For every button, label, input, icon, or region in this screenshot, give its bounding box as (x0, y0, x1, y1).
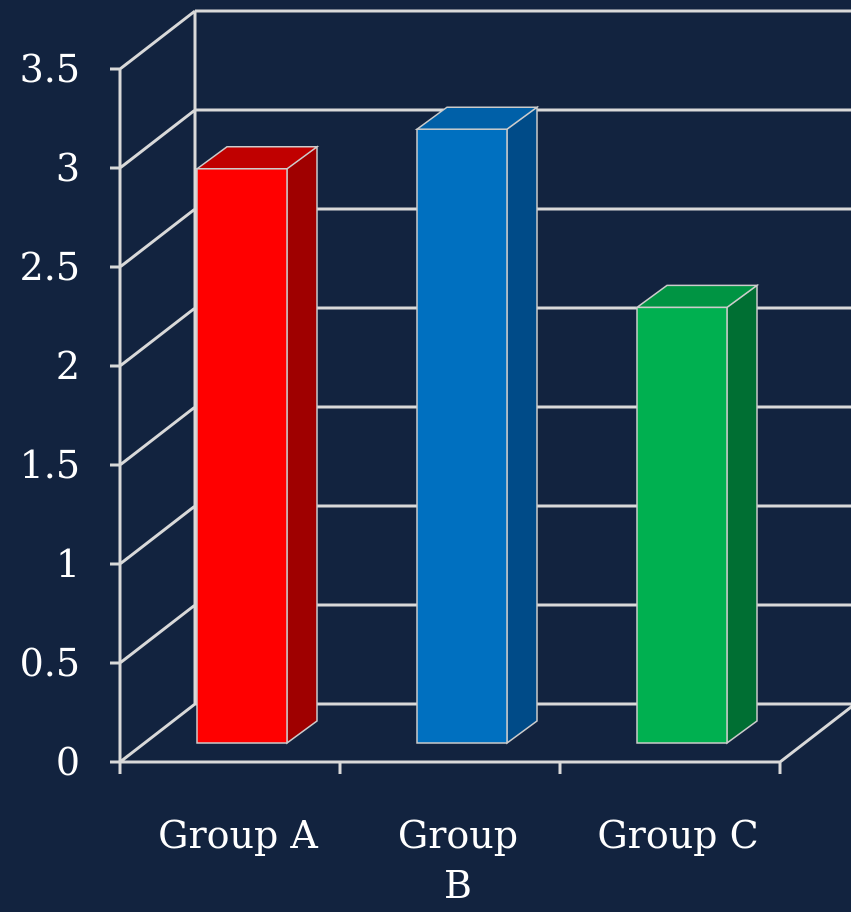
gridline-side (119, 306, 196, 368)
y-tick-label: 0 (56, 740, 80, 784)
bar-front-face (636, 306, 728, 744)
y-tick-label: 2 (56, 344, 80, 388)
y-tick-label: 1 (56, 542, 80, 586)
bar-front-face (196, 168, 288, 744)
gridline-side (119, 108, 196, 170)
axes (110, 67, 851, 774)
bar-3 (634, 283, 760, 745)
gridline-side (119, 504, 196, 566)
bar-2 (414, 105, 540, 745)
gridline-side (119, 603, 196, 665)
bar-1 (194, 145, 320, 745)
y-tick-label: 3 (56, 146, 80, 190)
floor-right-edge (779, 705, 851, 764)
bar-front-face (416, 128, 508, 744)
x-category-label-line: Group A (158, 813, 318, 857)
y-tick-label: 3.5 (20, 47, 80, 91)
x-category-label: Group C (597, 813, 758, 857)
labels: 0 0.5 1 1.5 2 2.5 3 3.5 Group A Group B Group C (20, 47, 759, 907)
x-category-label: Group B (398, 813, 518, 907)
bar-side-face (726, 283, 758, 745)
y-tick-label: 1.5 (20, 443, 80, 487)
bars (194, 105, 760, 745)
x-category-label-line: Group C (597, 813, 758, 857)
bar-side-face (286, 145, 318, 745)
gridline-side (119, 207, 196, 269)
gridline-side (119, 702, 196, 764)
gridline-side (119, 405, 196, 467)
y-tick-label: 0.5 (20, 641, 80, 685)
gridline-side (119, 9, 196, 71)
x-category-label-line: B (444, 863, 472, 907)
bar-side-face (506, 105, 538, 745)
y-tick-label: 2.5 (20, 245, 80, 289)
x-category-label: Group A (158, 813, 318, 857)
x-category-label-line: Group (398, 813, 518, 857)
